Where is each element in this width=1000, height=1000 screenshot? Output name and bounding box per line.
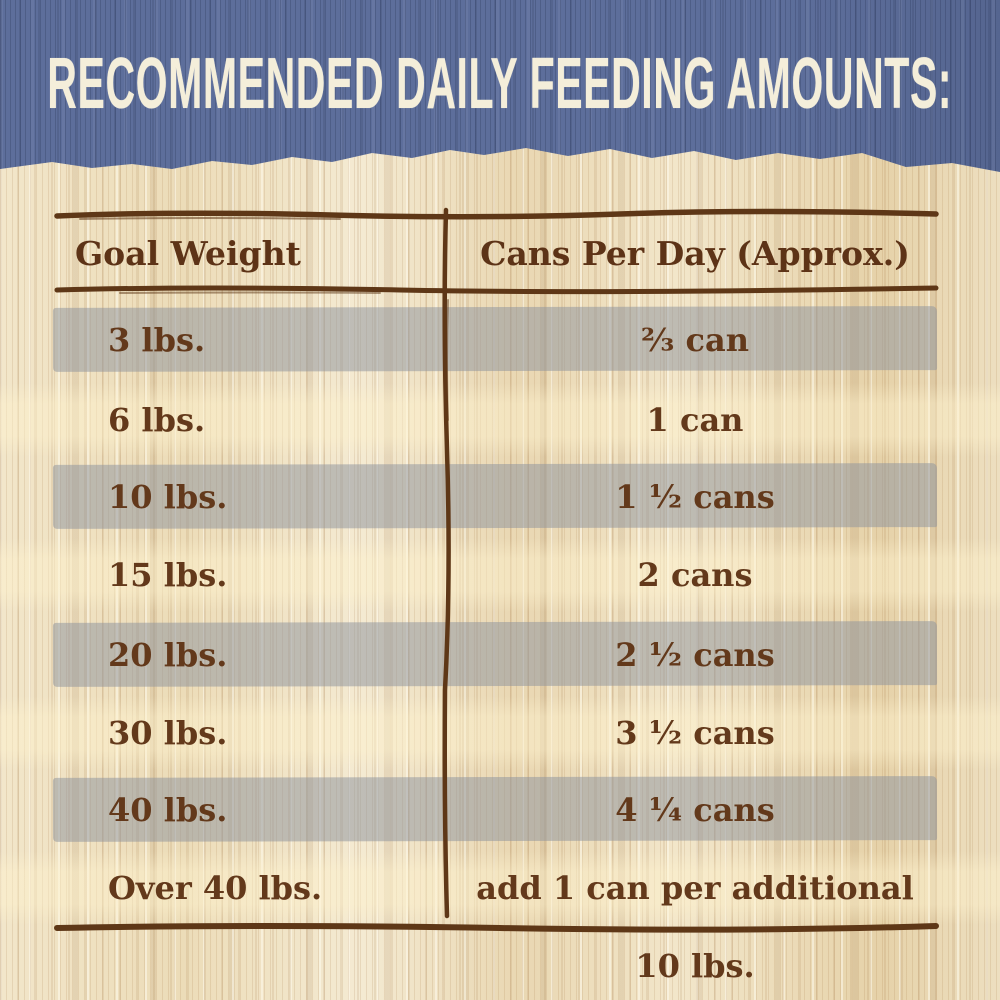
table-row: 30 lbs. 3 ½ cans	[0, 694, 1000, 772]
goal-weight-cell: 40 lbs.	[108, 791, 228, 829]
goal-weight-cell: Over 40 lbs.	[108, 869, 323, 907]
row-light-band	[0, 696, 1000, 770]
column-header-cans-per-day: Cans Per Day (Approx.)	[480, 234, 910, 273]
row-light-band	[0, 383, 1000, 457]
goal-weight-cell: 6 lbs.	[108, 401, 206, 439]
goal-weight-cell: 30 lbs.	[108, 714, 228, 752]
cans-per-day-cell: 3 ½ cans	[615, 714, 775, 752]
goal-weight-cell: 20 lbs.	[108, 636, 228, 674]
cans-per-day-cell: 2 cans	[637, 556, 753, 594]
column-header-goal-weight: Goal Weight	[75, 234, 301, 273]
table-row: 6 lbs. 1 can	[0, 381, 1000, 459]
cans-per-day-cell: add 1 can per additional 10 lbs.	[476, 869, 914, 985]
page-title: RECOMMENDED DAILY FEEDING AMOUNTS:	[47, 44, 953, 124]
title-container: RECOMMENDED DAILY FEEDING AMOUNTS:	[0, 0, 1000, 168]
title-banner	[0, 0, 1000, 172]
goal-weight-cell: 10 lbs.	[108, 478, 228, 516]
cans-per-day-cell: 2 ½ cans	[615, 636, 775, 674]
cans-per-day-cell: 1 can	[646, 401, 744, 439]
row-light-band	[0, 851, 1000, 925]
table-row: 10 lbs. 1 ½ cans	[52, 458, 940, 536]
table-row: 3 lbs. ²⁄₃ can	[52, 301, 940, 379]
table-row: Over 40 lbs. add 1 can per additional 10…	[0, 849, 1000, 985]
cans-per-day-cell: 1 ½ cans	[615, 478, 775, 516]
goal-weight-cell: 15 lbs.	[108, 556, 228, 594]
goal-weight-cell: 3 lbs.	[108, 321, 206, 359]
cans-per-day-cell: ²⁄₃ can	[641, 321, 749, 359]
cans-per-day-cell: 4 ¼ cans	[615, 791, 775, 829]
table-row: 15 lbs. 2 cans	[0, 536, 1000, 614]
row-light-band	[0, 538, 1000, 612]
table-row: 20 lbs. 2 ½ cans	[52, 616, 940, 694]
table-row: 40 lbs. 4 ¼ cans	[52, 771, 940, 849]
table-header-row: Goal Weight Cans Per Day (Approx.)	[60, 215, 940, 291]
